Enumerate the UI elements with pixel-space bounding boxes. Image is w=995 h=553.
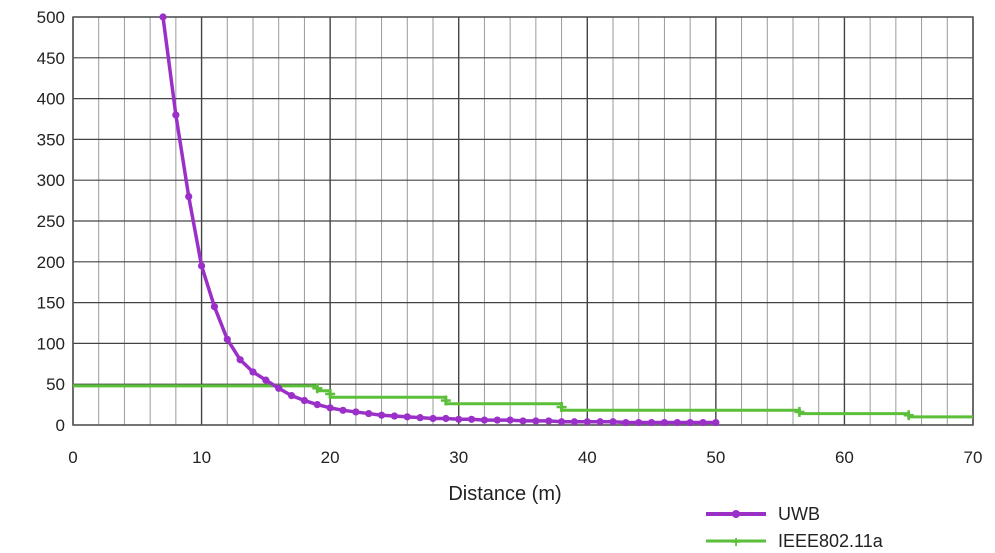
data-point-uwb [210,303,219,311]
data-point-uwb [416,414,424,422]
data-point-ieee80211a [903,410,914,421]
data-point-ieee80211a [440,395,451,406]
data-point-uwb [622,418,630,427]
data-point-uwb [647,418,656,427]
data-point-uwb [532,417,540,425]
data-point-uwb [300,396,309,405]
data-point-uwb [249,368,257,376]
y-tick-label: 350 [37,130,65,149]
data-point-uwb [172,111,180,119]
data-point-uwb [275,384,283,392]
y-tick-label: 250 [37,212,65,231]
data-point-uwb [159,13,167,21]
data-point-uwb [365,409,373,418]
legend: UWB + IEEE802.11a [706,504,884,551]
data-point-uwb [686,418,694,427]
y-tick-label: 300 [37,171,65,190]
data-point-uwb [570,418,579,426]
data-point-uwb [596,418,604,426]
data-point-uwb [673,418,681,427]
data-point-uwb [467,415,476,423]
data-point-uwb [429,414,437,423]
x-tick-labels: 0 10 20 30 40 50 60 70 [68,448,982,467]
data-point-uwb [557,418,566,426]
x-axis-title: Distance (m) [448,483,561,505]
legend-label-ieee80211a: IEEE802.11a [778,531,884,551]
data-point-uwb [442,414,450,423]
x-tick-label: 10 [192,448,211,467]
data-point-uwb [583,418,591,426]
data-point-uwb [635,418,643,427]
plot-frame [72,16,974,426]
x-tick-label: 30 [449,448,468,467]
data-point-uwb [699,418,707,427]
legend-marker-uwb [732,510,740,518]
data-point-uwb [519,417,527,425]
data-point-ieee80211a [312,383,323,394]
y-tick-label: 150 [37,294,65,313]
data-point-uwb [377,411,386,419]
data-point-ieee80211a [794,406,805,417]
x-tick-label: 60 [835,448,854,467]
data-point-uwb [712,418,720,427]
x-tick-label: 20 [321,448,340,467]
y-tick-label: 100 [37,334,65,353]
x-tick-label: 70 [964,448,983,467]
data-point-uwb [455,415,463,423]
data-point-uwb [197,262,206,270]
y-tick-label: 50 [46,375,65,394]
data-point-uwb [352,408,360,416]
series-layer [73,13,973,427]
data-point-uwb [262,376,270,384]
y-tick-label: 500 [37,8,65,27]
data-point-uwb [545,417,553,425]
legend-marker-ieee80211a: + [731,534,740,551]
series-line-ieee80211a [73,384,973,419]
y-tick-label: 450 [37,49,65,68]
data-point-uwb [236,356,244,364]
data-point-uwb [185,192,193,201]
y-tick-labels: 0 50 100 150 200 250 300 350 400 450 500 [37,8,65,435]
data-point-uwb [506,416,514,424]
data-point-ieee80211a [325,388,336,399]
data-point-uwb [403,413,411,421]
y-tick-label: 400 [37,90,65,109]
y-tick-label: 200 [37,253,65,272]
x-tick-label: 40 [578,448,597,467]
data-point-uwb [313,401,321,409]
data-point-uwb [480,416,489,424]
data-point-uwb [493,416,501,424]
data-point-ieee80211a [556,402,567,413]
data-point-uwb [339,406,347,414]
x-tick-label: 0 [68,448,77,467]
data-point-uwb [223,335,231,343]
data-point-uwb [390,412,399,420]
data-point-uwb [326,404,334,412]
y-tick-label: 0 [56,416,65,435]
data-point-uwb [609,418,617,426]
x-tick-label: 50 [706,448,725,467]
data-point-uwb [287,392,296,400]
legend-label-uwb: UWB [778,504,820,524]
data-point-uwb [660,418,669,427]
